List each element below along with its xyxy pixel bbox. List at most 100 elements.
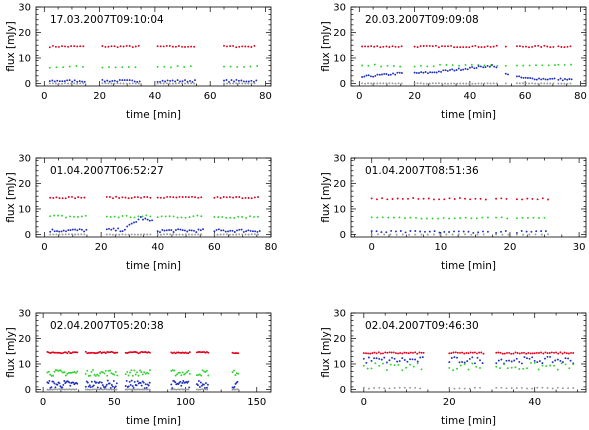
- data-point: [439, 63, 441, 66]
- data-point: [149, 196, 152, 199]
- data-point: [465, 82, 468, 85]
- data-point: [453, 230, 455, 233]
- data-point: [79, 82, 82, 85]
- data-point: [70, 388, 73, 391]
- data-point: [166, 195, 169, 198]
- data-point: [72, 351, 74, 354]
- data-point: [146, 233, 149, 236]
- data-point: [202, 388, 205, 391]
- data-point: [560, 362, 563, 365]
- data-point: [418, 72, 420, 74]
- data-point: [540, 82, 543, 85]
- data-point: [101, 388, 104, 391]
- data-point: [420, 217, 423, 220]
- data-point: [473, 362, 476, 365]
- data-point: [216, 233, 219, 236]
- data-point: [524, 76, 527, 79]
- data-point: [164, 80, 167, 83]
- data-point: [366, 367, 369, 370]
- data-point: [567, 357, 570, 360]
- data-point: [63, 351, 66, 354]
- data-point: [74, 233, 77, 236]
- data-point: [370, 197, 373, 200]
- y-tick-label: 30: [18, 154, 31, 165]
- data-point: [437, 82, 440, 85]
- data-point: [512, 352, 515, 355]
- data-point: [140, 371, 143, 374]
- data-point: [128, 82, 131, 85]
- data-point: [399, 352, 402, 354]
- data-point: [184, 79, 186, 82]
- data-point: [174, 381, 177, 384]
- data-point: [48, 66, 51, 69]
- data-point: [164, 215, 167, 218]
- data-point: [392, 65, 395, 67]
- data-point: [110, 228, 113, 231]
- data-point: [495, 197, 498, 200]
- data-point: [234, 352, 237, 355]
- data-point: [241, 233, 244, 236]
- y-tick-label: 0: [340, 230, 346, 241]
- data-point: [389, 73, 392, 76]
- data-point: [68, 388, 71, 391]
- data-point: [504, 72, 507, 75]
- data-point: [187, 380, 190, 383]
- data-point: [148, 369, 151, 372]
- data-point: [123, 79, 126, 82]
- data-point: [66, 79, 69, 82]
- data-point: [87, 385, 90, 388]
- data-point: [407, 352, 410, 355]
- data-point: [237, 79, 240, 82]
- data-point: [117, 216, 120, 219]
- data-point: [79, 45, 82, 48]
- data-point: [61, 214, 63, 217]
- y-tick-label: 20: [333, 179, 346, 190]
- data-point: [103, 351, 106, 354]
- y-tick-label: 10: [18, 204, 31, 215]
- data-point: [431, 45, 434, 48]
- data-point: [401, 352, 404, 355]
- data-point: [531, 356, 534, 359]
- data-point: [127, 385, 130, 388]
- data-point: [220, 229, 223, 232]
- data-point: [569, 82, 572, 85]
- data-point: [385, 361, 388, 364]
- data-point: [546, 45, 549, 48]
- data-point: [398, 360, 401, 363]
- data-point: [397, 82, 400, 85]
- data-point: [225, 216, 228, 219]
- data-point: [559, 359, 562, 362]
- data-point: [207, 374, 210, 377]
- x-tick-label: 40: [464, 91, 477, 102]
- data-point: [540, 233, 543, 236]
- data-point: [413, 82, 416, 85]
- data-point: [134, 45, 137, 48]
- data-point: [529, 77, 532, 79]
- data-point: [144, 383, 147, 386]
- data-point: [522, 76, 525, 79]
- data-point: [365, 352, 367, 355]
- data-point: [518, 368, 521, 370]
- data-point: [237, 215, 240, 218]
- data-point: [392, 72, 394, 75]
- data-point: [200, 384, 203, 387]
- data-point: [431, 217, 434, 220]
- data-point: [60, 352, 63, 355]
- y-tick-label: 30: [333, 3, 346, 14]
- data-point: [76, 80, 79, 83]
- data-point: [109, 216, 112, 218]
- data-point: [467, 352, 470, 355]
- y-tick-label: 20: [18, 179, 31, 190]
- data-point: [51, 388, 54, 391]
- data-point: [98, 388, 101, 391]
- data-point: [367, 82, 370, 85]
- data-point: [504, 45, 507, 48]
- data-point: [191, 233, 193, 236]
- data-point: [391, 198, 394, 200]
- data-point: [127, 197, 130, 200]
- data-point: [194, 233, 197, 236]
- data-point: [128, 223, 131, 226]
- data-point: [228, 233, 231, 236]
- data-point: [65, 216, 67, 219]
- x-tick-label: 30: [573, 242, 586, 253]
